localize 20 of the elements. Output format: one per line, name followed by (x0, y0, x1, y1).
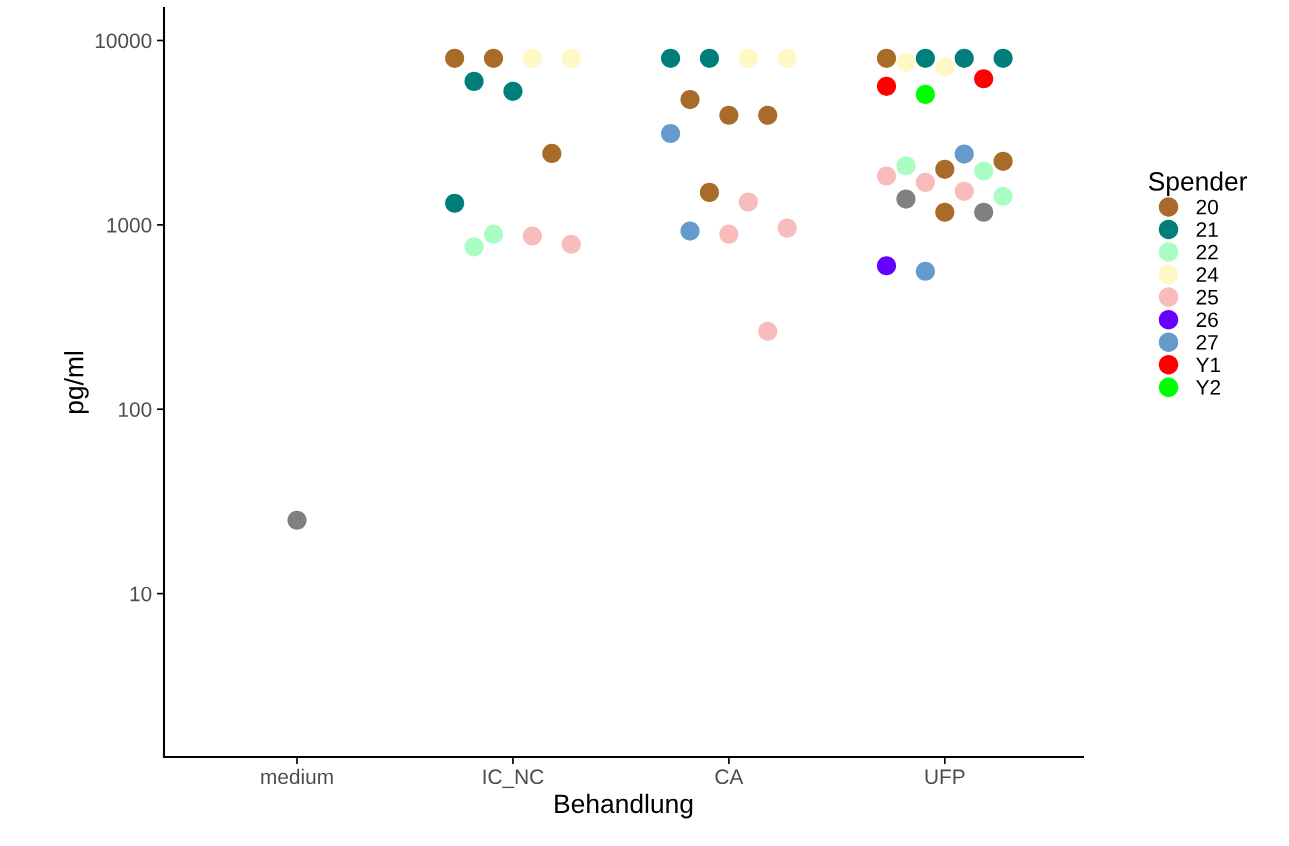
x-tick-label: CA (715, 769, 744, 785)
legend-label: Y1 (1196, 357, 1221, 373)
legend-title: Spender (1148, 171, 1248, 196)
legend-label: 26 (1196, 312, 1218, 328)
legend-label: 27 (1196, 334, 1218, 350)
x-axis-title: Behandlung (555, 793, 693, 819)
y-tick-label: 10000 (95, 33, 152, 49)
legend-label: 21 (1196, 222, 1218, 237)
y-tick-label: 10 (130, 586, 152, 602)
x-tick-label: medium (261, 768, 333, 785)
legend-label: 20 (1196, 199, 1218, 215)
y-tick-label: 1000 (107, 217, 152, 233)
legend-label: 25 (1196, 289, 1218, 305)
x-tick-label: IC_NC (483, 769, 544, 789)
y-tick-label: 100 (119, 402, 152, 417)
legend-label: Y2 (1196, 380, 1221, 395)
legend-label: 24 (1196, 267, 1219, 282)
legend-label: 22 (1196, 244, 1218, 260)
y-axis-title: pg/ml (64, 352, 89, 414)
x-tick-label: UFP (925, 769, 965, 785)
